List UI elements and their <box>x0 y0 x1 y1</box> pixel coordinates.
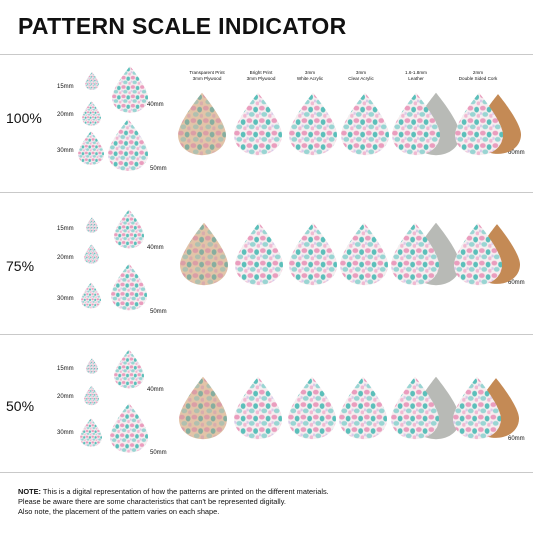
size-label: 15mm <box>57 366 74 372</box>
page-title: PATTERN SCALE INDICATOR <box>18 13 347 39</box>
size-label: 60mm <box>508 280 525 286</box>
material-label: Bright Print 3mm Plywood <box>228 70 294 82</box>
material-label-line: Bright Print <box>249 70 273 75</box>
size-label: 60mm <box>508 150 525 156</box>
disclaimer-note: NOTE: This is a digital representation o… <box>18 487 329 517</box>
size-label: 30mm <box>57 148 74 154</box>
divider <box>0 54 533 55</box>
material-label-line: Transparent Print <box>189 70 225 75</box>
size-label: 40mm <box>147 387 164 393</box>
material-label-line: 3mm <box>355 70 367 75</box>
material-label-line: 3mm Plywood <box>246 76 276 81</box>
size-label: 20mm <box>57 394 74 400</box>
note-line: Please be aware there are some character… <box>18 497 286 506</box>
size-label: 15mm <box>57 84 74 90</box>
size-label: 30mm <box>57 430 74 436</box>
note-label: NOTE: <box>18 487 41 496</box>
material-label-line: 2mm <box>472 70 484 75</box>
scale-label: 75% <box>6 258 35 274</box>
size-label: 20mm <box>57 255 74 261</box>
size-label: 40mm <box>147 102 164 108</box>
material-label-line: 1.6-1.8mm <box>405 70 427 75</box>
size-label: 40mm <box>147 245 164 251</box>
size-label: 30mm <box>57 296 74 302</box>
note-line: This is a digital representation of how … <box>42 487 329 496</box>
size-label: 50mm <box>150 166 167 172</box>
material-label: 1.6-1.8mm Leather <box>383 70 449 82</box>
material-label: 2mm Double Sided Cork <box>445 70 511 82</box>
size-label: 50mm <box>150 450 167 456</box>
note-line: Also note, the placement of the pattern … <box>18 507 220 516</box>
scale-label: 50% <box>6 398 35 414</box>
scale-label: 100% <box>6 110 42 126</box>
size-label: 15mm <box>57 226 74 232</box>
divider <box>0 472 533 473</box>
material-label-line: Clear Acrylic <box>348 76 374 81</box>
material-label: 3mm Clear Acrylic <box>328 70 394 82</box>
material-label-line: Leather <box>408 76 424 81</box>
divider <box>0 334 533 335</box>
material-label-line: 3mm Plywood <box>192 76 222 81</box>
material-label: Transparent Print 3mm Plywood <box>174 70 240 82</box>
material-label-line: White Acrylic <box>296 76 324 81</box>
size-label: 60mm <box>508 436 525 442</box>
divider <box>0 192 533 193</box>
material-label-line: Double Sided Cork <box>458 76 498 81</box>
size-label: 20mm <box>57 112 74 118</box>
size-label: 50mm <box>150 309 167 315</box>
drop-group <box>78 66 521 453</box>
material-label: 3mm White Acrylic <box>277 70 343 82</box>
material-label-line: 3mm <box>304 70 316 75</box>
